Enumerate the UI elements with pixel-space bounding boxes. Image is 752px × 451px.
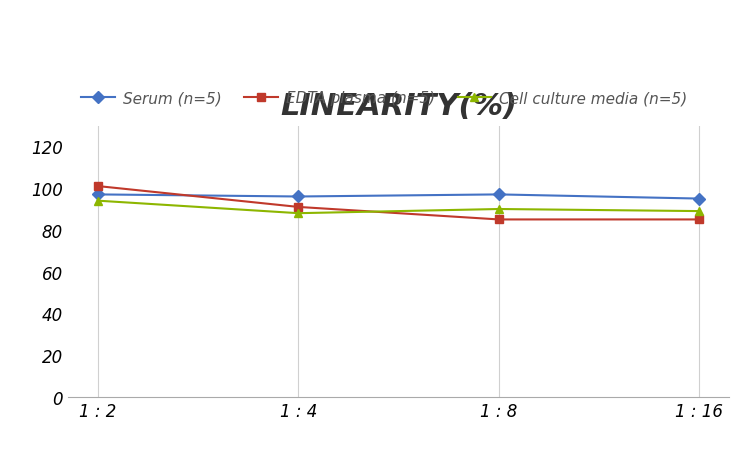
- Serum (n=5): [695, 197, 704, 202]
- EDTA plasma (n=5): [494, 217, 503, 223]
- Serum (n=5): [294, 194, 303, 200]
- Cell culture media (n=5): [294, 211, 303, 216]
- Serum (n=5): [93, 192, 102, 198]
- Cell culture media (n=5): [695, 209, 704, 214]
- Line: EDTA plasma (n=5): EDTA plasma (n=5): [93, 183, 704, 224]
- EDTA plasma (n=5): [294, 205, 303, 210]
- EDTA plasma (n=5): [93, 184, 102, 189]
- Legend: Serum (n=5), EDTA plasma (n=5), Cell culture media (n=5): Serum (n=5), EDTA plasma (n=5), Cell cul…: [75, 85, 693, 112]
- Line: Cell culture media (n=5): Cell culture media (n=5): [93, 197, 704, 218]
- Title: LINEARITY(%): LINEARITY(%): [280, 92, 517, 121]
- EDTA plasma (n=5): [695, 217, 704, 223]
- Cell culture media (n=5): [494, 207, 503, 212]
- Serum (n=5): [494, 192, 503, 198]
- Cell culture media (n=5): [93, 198, 102, 204]
- Line: Serum (n=5): Serum (n=5): [93, 191, 704, 203]
